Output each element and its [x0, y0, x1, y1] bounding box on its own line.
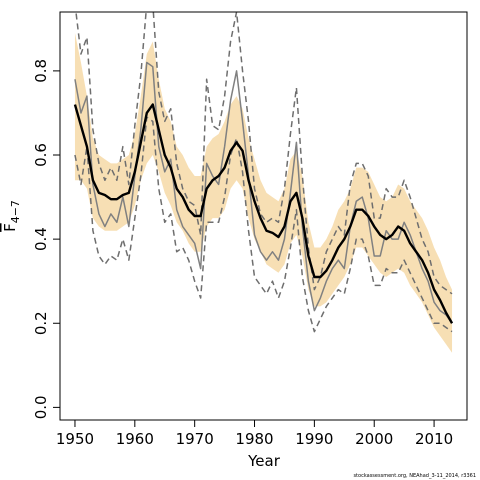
x-tick-label: 2010 — [415, 430, 453, 448]
footnote: stockassessment.org, NEAhad_3-11_2014, r… — [353, 473, 476, 479]
y-tick-label: 0.2 — [32, 311, 50, 335]
confidence-band — [74, 33, 453, 353]
y-axis: 0.0 0.2 0.4 0.6 0.8 — [32, 59, 61, 419]
y-axis-title-base: F — [1, 223, 19, 232]
y-tick-label: 0.6 — [32, 143, 50, 167]
retrospective-upper-line — [75, 12, 453, 295]
x-axis-title: Year — [247, 452, 281, 470]
x-tick-label: 1950 — [56, 430, 94, 448]
x-tick-label: 1990 — [295, 430, 333, 448]
x-tick-label: 2000 — [355, 430, 393, 448]
x-axis: 1950 1960 1970 1980 1990 2000 2010 — [56, 419, 453, 448]
y-tick-label: 0.4 — [32, 227, 50, 251]
y-tick-label: 0.0 — [32, 395, 50, 419]
y-axis-title: F4−7 — [1, 200, 22, 232]
x-tick-label: 1970 — [176, 430, 214, 448]
y-tick-label: 0.8 — [32, 59, 50, 83]
x-tick-label: 1980 — [235, 430, 273, 448]
plot-area — [73, 12, 454, 353]
retrospective-lower-line — [74, 116, 453, 333]
x-tick-label: 1960 — [116, 430, 154, 448]
y-axis-title-subscript: 4−7 — [9, 200, 22, 223]
estimate-line — [73, 103, 454, 324]
svg-text:F4−7: F4−7 — [1, 200, 22, 232]
